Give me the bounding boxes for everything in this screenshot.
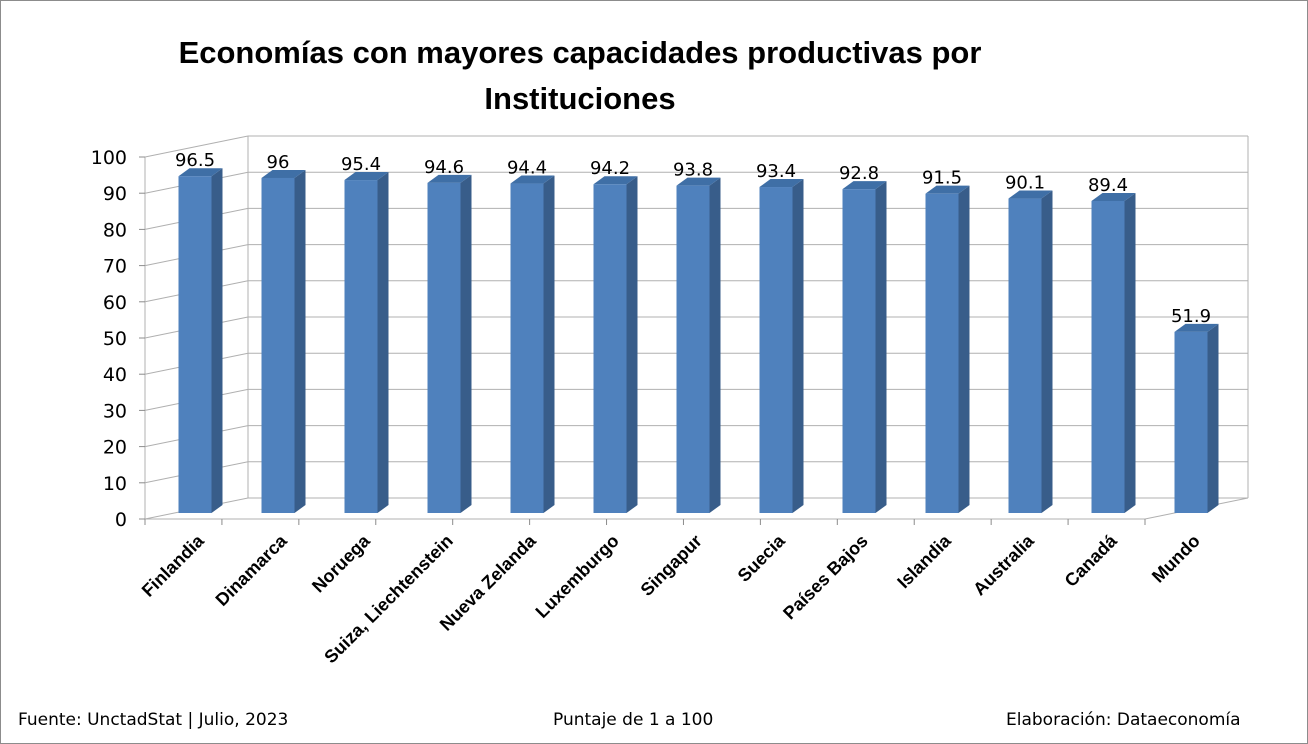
bar-side <box>543 175 555 513</box>
bar-top <box>1008 190 1053 199</box>
bar-side <box>294 169 306 513</box>
data-label: 96 <box>267 152 290 173</box>
y-tick-label: 30 <box>103 400 127 422</box>
category-label: Mundo <box>1148 531 1204 587</box>
bar-side <box>1207 323 1219 513</box>
y-tick-label: 70 <box>103 256 127 278</box>
bar-side <box>709 177 721 513</box>
bar <box>1174 331 1208 513</box>
data-label: 93.8 <box>673 160 713 181</box>
bar <box>676 185 710 513</box>
data-label: 94.2 <box>590 158 630 179</box>
bar-top <box>1174 323 1219 332</box>
bar-top <box>344 172 389 181</box>
scale-note: Puntaje de 1 a 100 <box>553 710 714 730</box>
data-label: 51.9 <box>1171 306 1211 327</box>
bar-side <box>792 179 804 513</box>
bar-side <box>626 176 638 513</box>
bar <box>1008 198 1042 513</box>
bar-top <box>676 177 721 186</box>
y-tick-label: 0 <box>115 509 127 531</box>
y-tick-label: 60 <box>103 292 127 314</box>
bar <box>593 184 627 513</box>
bar-top <box>759 179 804 188</box>
bar-side <box>1041 190 1053 513</box>
data-label: 96.5 <box>175 150 215 171</box>
y-tick-label: 10 <box>103 473 127 495</box>
category-label: Dinamarca <box>212 530 292 610</box>
bar-top <box>510 175 555 184</box>
bar <box>1091 200 1125 513</box>
category-label: Canadá <box>1061 530 1122 591</box>
data-label: 92.8 <box>839 163 879 184</box>
category-label: Luxemburgo <box>532 531 623 622</box>
category-label: Australia <box>969 530 1038 599</box>
side-gridline <box>144 135 249 158</box>
bar <box>178 176 212 513</box>
y-tick-label: 100 <box>91 147 127 169</box>
category-label: Finlandia <box>138 530 209 601</box>
bar-top <box>593 176 638 185</box>
bar-top <box>842 181 887 190</box>
y-tick-label: 80 <box>103 219 127 241</box>
data-label: 94.4 <box>507 158 547 179</box>
bar-side <box>211 168 223 513</box>
bar-top <box>178 168 223 177</box>
source-note: Fuente: UnctadStat | Julio, 2023 <box>18 710 289 730</box>
bar <box>261 177 295 513</box>
category-label: Noruega <box>308 530 374 596</box>
bar-side <box>958 185 970 514</box>
bar <box>510 183 544 513</box>
y-tick-label: 20 <box>103 437 127 459</box>
bar-side <box>460 174 472 513</box>
bar <box>344 180 378 513</box>
category-label: Suecia <box>734 530 790 586</box>
data-label: 91.5 <box>922 168 962 189</box>
bar <box>759 187 793 513</box>
data-label: 93.4 <box>756 161 796 182</box>
bar <box>427 182 461 513</box>
chart-title: Economías con mayores capacidades produc… <box>178 35 982 116</box>
bar-top <box>427 174 472 183</box>
bar-top <box>261 169 306 178</box>
credit-note: Elaboración: Dataeconomía <box>1006 710 1241 730</box>
data-label: 90.1 <box>1005 173 1045 194</box>
category-label: Singapur <box>637 531 706 600</box>
data-label: 95.4 <box>341 154 381 175</box>
bar <box>925 193 959 514</box>
y-tick-label: 90 <box>103 183 127 205</box>
bar-side <box>875 181 887 514</box>
y-tick-label: 50 <box>103 328 127 350</box>
category-label: Islandia <box>893 530 955 592</box>
data-label: 94.6 <box>424 157 464 178</box>
bar-top <box>925 185 970 194</box>
y-tick-label: 40 <box>103 364 127 386</box>
bar <box>842 189 876 514</box>
bar-side <box>377 172 389 513</box>
category-label: Países Bajos <box>779 531 872 624</box>
data-label: 89.4 <box>1088 175 1128 196</box>
bar-top <box>1091 192 1136 201</box>
bar-side <box>1124 192 1136 513</box>
